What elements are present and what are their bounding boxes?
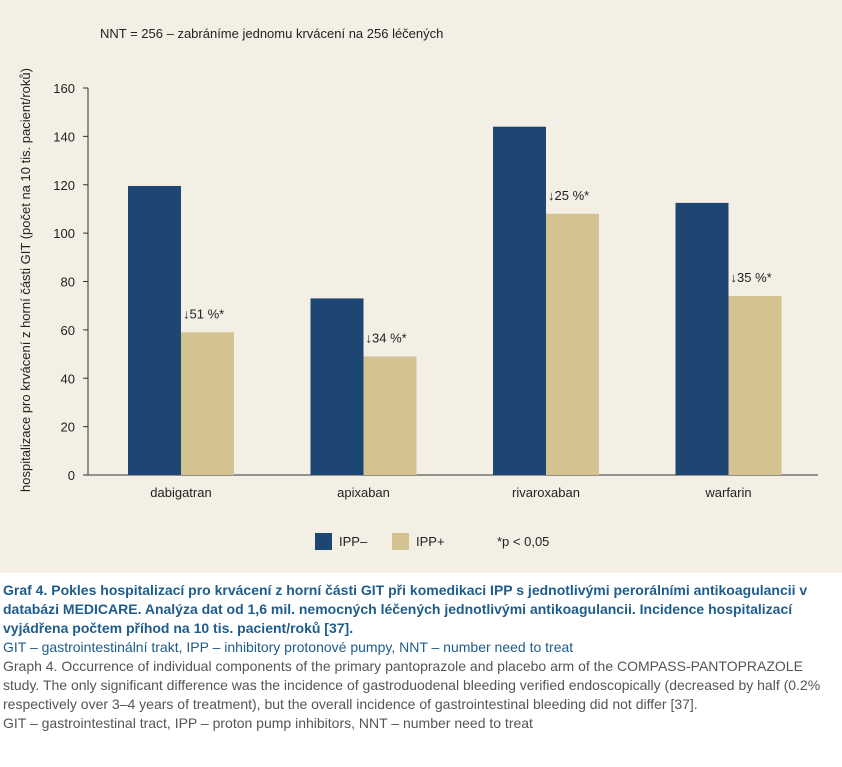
caption-english-text: Graph 4. Occurrence of individual compon… [3,658,821,712]
legend-label-ipp-plus: IPP+ [416,534,445,549]
y-tick-label: 100 [53,226,75,241]
caption-abbreviations-en: GIT – gastrointestinal tract, IPP – prot… [3,715,533,731]
figure-caption: Graf 4. Pokles hospitalizací pro krvácen… [3,581,839,733]
data-label: ↓25 %* [548,188,589,203]
y-tick-label: 80 [61,275,75,290]
x-tick-label: rivaroxaban [512,485,580,500]
bar-ipp-minus [310,298,364,475]
bar-ipp-minus [493,126,546,475]
nnt-annotation: NNT = 256 – zabráníme jednomu krvácení n… [100,26,443,41]
bar-ipp-minus [675,202,729,475]
x-tick-label: dabigatran [150,485,211,500]
legend-label-ipp-minus: IPP– [339,534,368,549]
caption-title: Graf 4. Pokles hospitalizací pro krvácen… [3,582,808,636]
legend-swatch-ipp-plus [392,533,409,550]
bar-ipp-plus [363,356,417,475]
y-tick-label: 140 [53,129,75,144]
y-axis-label: hospitalizace pro krvácení z horní části… [18,68,33,492]
y-tick-label: 160 [53,81,75,96]
bar-ipp-plus [181,332,234,475]
caption-abbreviations-cz: GIT – gastrointestinální trakt, IPP – in… [3,639,574,655]
bar-ipp-plus [546,213,599,475]
data-label: ↓35 %* [731,270,772,285]
data-label: ↓51 %* [183,306,224,321]
bar-ipp-plus [728,296,782,475]
x-tick-label: apixaban [337,485,390,500]
x-tick-label: warfarin [704,485,751,500]
legend-swatch-ipp-minus [315,533,332,550]
y-tick-label: 60 [61,323,75,338]
y-tick-label: 40 [61,371,75,386]
data-label: ↓34 %* [366,330,407,345]
y-tick-label: 120 [53,178,75,193]
chart-panel: NNT = 256 – zabráníme jednomu krvácení n… [0,0,842,573]
y-tick-label: 0 [68,468,75,483]
legend-significance-note: *p < 0,05 [497,534,549,549]
y-tick-label: 20 [61,420,75,435]
bar-chart: NNT = 256 – zabráníme jednomu krvácení n… [18,26,818,550]
bar-ipp-minus [128,185,181,475]
